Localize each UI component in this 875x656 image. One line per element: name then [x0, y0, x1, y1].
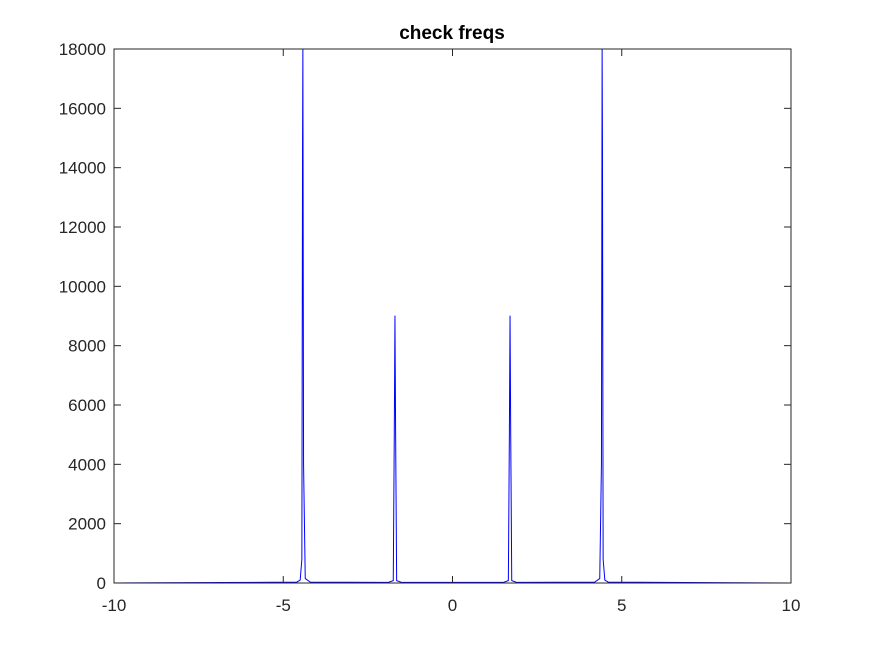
y-tick-label: 16000: [59, 99, 106, 118]
y-tick-label: 12000: [59, 218, 106, 237]
x-tick-label: -5: [276, 596, 291, 615]
y-tick-label: 6000: [68, 396, 106, 415]
axes-box: [113, 48, 792, 584]
y-tick-label: 14000: [59, 159, 106, 178]
x-tick-label: 10: [782, 596, 801, 615]
x-tick-label: 5: [617, 596, 626, 615]
y-tick-label: 10000: [59, 277, 106, 296]
x-tick-label: 0: [448, 596, 457, 615]
y-tick-label: 18000: [59, 40, 106, 59]
plot-area: [114, 49, 791, 583]
x-tick-label: -10: [102, 596, 127, 615]
y-tick-label: 8000: [68, 337, 106, 356]
y-tick-label: 0: [97, 574, 106, 593]
y-tick-label: 4000: [68, 455, 106, 474]
y-tick-label: 2000: [68, 515, 106, 534]
chart-title: check freqs: [399, 23, 505, 44]
ticks-layer: -10 -5 0 5 10 0 2000 4000 6000 8000 10000 12000 1400…: [59, 40, 801, 615]
